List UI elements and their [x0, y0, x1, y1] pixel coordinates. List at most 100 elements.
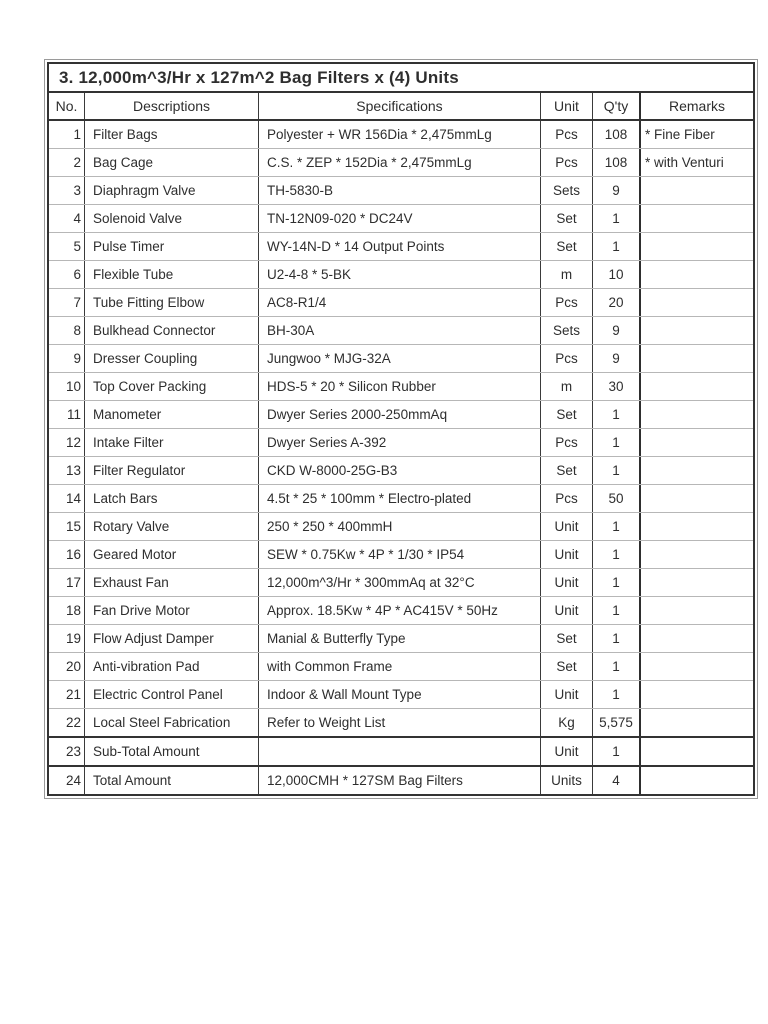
cell-specification: Dwyer Series 2000-250mmAq	[259, 401, 541, 428]
table-title: 3. 12,000m^3/Hr x 127m^2 Bag Filters x (…	[49, 64, 753, 93]
cell-specification: Polyester + WR 156Dia * 2,475mmLg	[259, 121, 541, 148]
table-row: 6 Flexible Tube U2-4-8 * 5-BK m 10	[49, 260, 753, 288]
cell-description: Anti-vibration Pad	[85, 653, 259, 680]
table-row: 17 Exhaust Fan 12,000m^3/Hr * 300mmAq at…	[49, 568, 753, 596]
cell-unit: Set	[541, 401, 593, 428]
cell-specification: 12,000m^3/Hr * 300mmAq at 32°C	[259, 569, 541, 596]
cell-remarks	[641, 767, 753, 794]
table-row: 2 Bag Cage C.S. * ZEP * 152Dia * 2,475mm…	[49, 148, 753, 176]
cell-specification: TN-12N09-020 * DC24V	[259, 205, 541, 232]
cell-specification: Manial & Butterfly Type	[259, 625, 541, 652]
cell-unit: Sets	[541, 317, 593, 344]
cell-remarks	[641, 317, 753, 344]
cell-no: 22	[49, 709, 85, 736]
header-qty: Q'ty	[593, 93, 641, 119]
cell-specification: Refer to Weight List	[259, 709, 541, 736]
cell-unit: Unit	[541, 597, 593, 624]
cell-qty: 9	[593, 317, 641, 344]
cell-qty: 1	[593, 597, 641, 624]
cell-unit: Units	[541, 767, 593, 794]
cell-description: Bulkhead Connector	[85, 317, 259, 344]
cell-qty: 1	[593, 625, 641, 652]
cell-unit: Set	[541, 233, 593, 260]
cell-no: 18	[49, 597, 85, 624]
cell-specification: C.S. * ZEP * 152Dia * 2,475mmLg	[259, 149, 541, 176]
cell-qty: 30	[593, 373, 641, 400]
cell-description: Flexible Tube	[85, 261, 259, 288]
table-row: 16 Geared Motor SEW * 0.75Kw * 4P * 1/30…	[49, 540, 753, 568]
cell-qty: 10	[593, 261, 641, 288]
cell-qty: 1	[593, 738, 641, 765]
cell-unit: Set	[541, 205, 593, 232]
cell-remarks	[641, 485, 753, 512]
cell-specification: Indoor & Wall Mount Type	[259, 681, 541, 708]
cell-remarks	[641, 569, 753, 596]
cell-specification: CKD W-8000-25G-B3	[259, 457, 541, 484]
cell-specification: 12,000CMH * 127SM Bag Filters	[259, 767, 541, 794]
cell-unit: Pcs	[541, 485, 593, 512]
table-row: 1 Filter Bags Polyester + WR 156Dia * 2,…	[49, 121, 753, 148]
cell-no: 20	[49, 653, 85, 680]
cell-remarks	[641, 373, 753, 400]
cell-no: 23	[49, 738, 85, 765]
cell-description: Rotary Valve	[85, 513, 259, 540]
cell-specification: Approx. 18.5Kw * 4P * AC415V * 50Hz	[259, 597, 541, 624]
cell-remarks	[641, 429, 753, 456]
header-no: No.	[49, 93, 85, 119]
cell-qty: 1	[593, 457, 641, 484]
cell-qty: 4	[593, 767, 641, 794]
cell-no: 1	[49, 121, 85, 148]
cell-specification: Jungwoo * MJG-32A	[259, 345, 541, 372]
cell-remarks	[641, 205, 753, 232]
cell-description: Fan Drive Motor	[85, 597, 259, 624]
table-row: 21 Electric Control Panel Indoor & Wall …	[49, 680, 753, 708]
cell-no: 15	[49, 513, 85, 540]
cell-specification	[259, 738, 541, 765]
cell-description: Total Amount	[85, 767, 259, 794]
cell-unit: Set	[541, 457, 593, 484]
cell-qty: 108	[593, 149, 641, 176]
cell-qty: 9	[593, 345, 641, 372]
cell-specification: WY-14N-D * 14 Output Points	[259, 233, 541, 260]
table-row: 13 Filter Regulator CKD W-8000-25G-B3 Se…	[49, 456, 753, 484]
cell-unit: Pcs	[541, 289, 593, 316]
cell-no: 8	[49, 317, 85, 344]
cell-no: 12	[49, 429, 85, 456]
cell-qty: 1	[593, 233, 641, 260]
cell-no: 4	[49, 205, 85, 232]
cell-no: 9	[49, 345, 85, 372]
cell-unit: m	[541, 261, 593, 288]
cell-remarks: * Fine Fiber	[645, 127, 715, 142]
table-row: 18 Fan Drive Motor Approx. 18.5Kw * 4P *…	[49, 596, 753, 624]
cell-remarks	[641, 289, 753, 316]
cell-unit: Unit	[541, 569, 593, 596]
cell-no: 10	[49, 373, 85, 400]
cell-remarks	[641, 513, 753, 540]
cell-unit: Pcs	[541, 345, 593, 372]
cell-qty: 1	[593, 541, 641, 568]
table-row: 5 Pulse Timer WY-14N-D * 14 Output Point…	[49, 232, 753, 260]
cell-unit: Pcs	[541, 429, 593, 456]
cell-description: Solenoid Valve	[85, 205, 259, 232]
cell-description: Tube Fitting Elbow	[85, 289, 259, 316]
cell-qty: 1	[593, 653, 641, 680]
header-unit: Unit	[541, 93, 593, 119]
cell-specification: with Common Frame	[259, 653, 541, 680]
cell-qty: 1	[593, 681, 641, 708]
cell-remarks	[641, 709, 753, 736]
cell-description: Filter Bags	[85, 121, 259, 148]
cell-specification: Dwyer Series A-392	[259, 429, 541, 456]
cell-no: 16	[49, 541, 85, 568]
cell-no: 3	[49, 177, 85, 204]
cell-no: 19	[49, 625, 85, 652]
cell-unit: Pcs	[541, 149, 593, 176]
cell-remarks	[641, 681, 753, 708]
cell-description: Pulse Timer	[85, 233, 259, 260]
cell-unit: Kg	[541, 709, 593, 736]
table-row: 10 Top Cover Packing HDS-5 * 20 * Silico…	[49, 372, 753, 400]
table-row: 4 Solenoid Valve TN-12N09-020 * DC24V Se…	[49, 204, 753, 232]
header-descriptions: Descriptions	[85, 93, 259, 119]
table-row: 14 Latch Bars 4.5t * 25 * 100mm * Electr…	[49, 484, 753, 512]
table-header-row: No. Descriptions Specifications Unit Q't…	[49, 93, 753, 121]
cell-qty: 108	[593, 121, 641, 148]
